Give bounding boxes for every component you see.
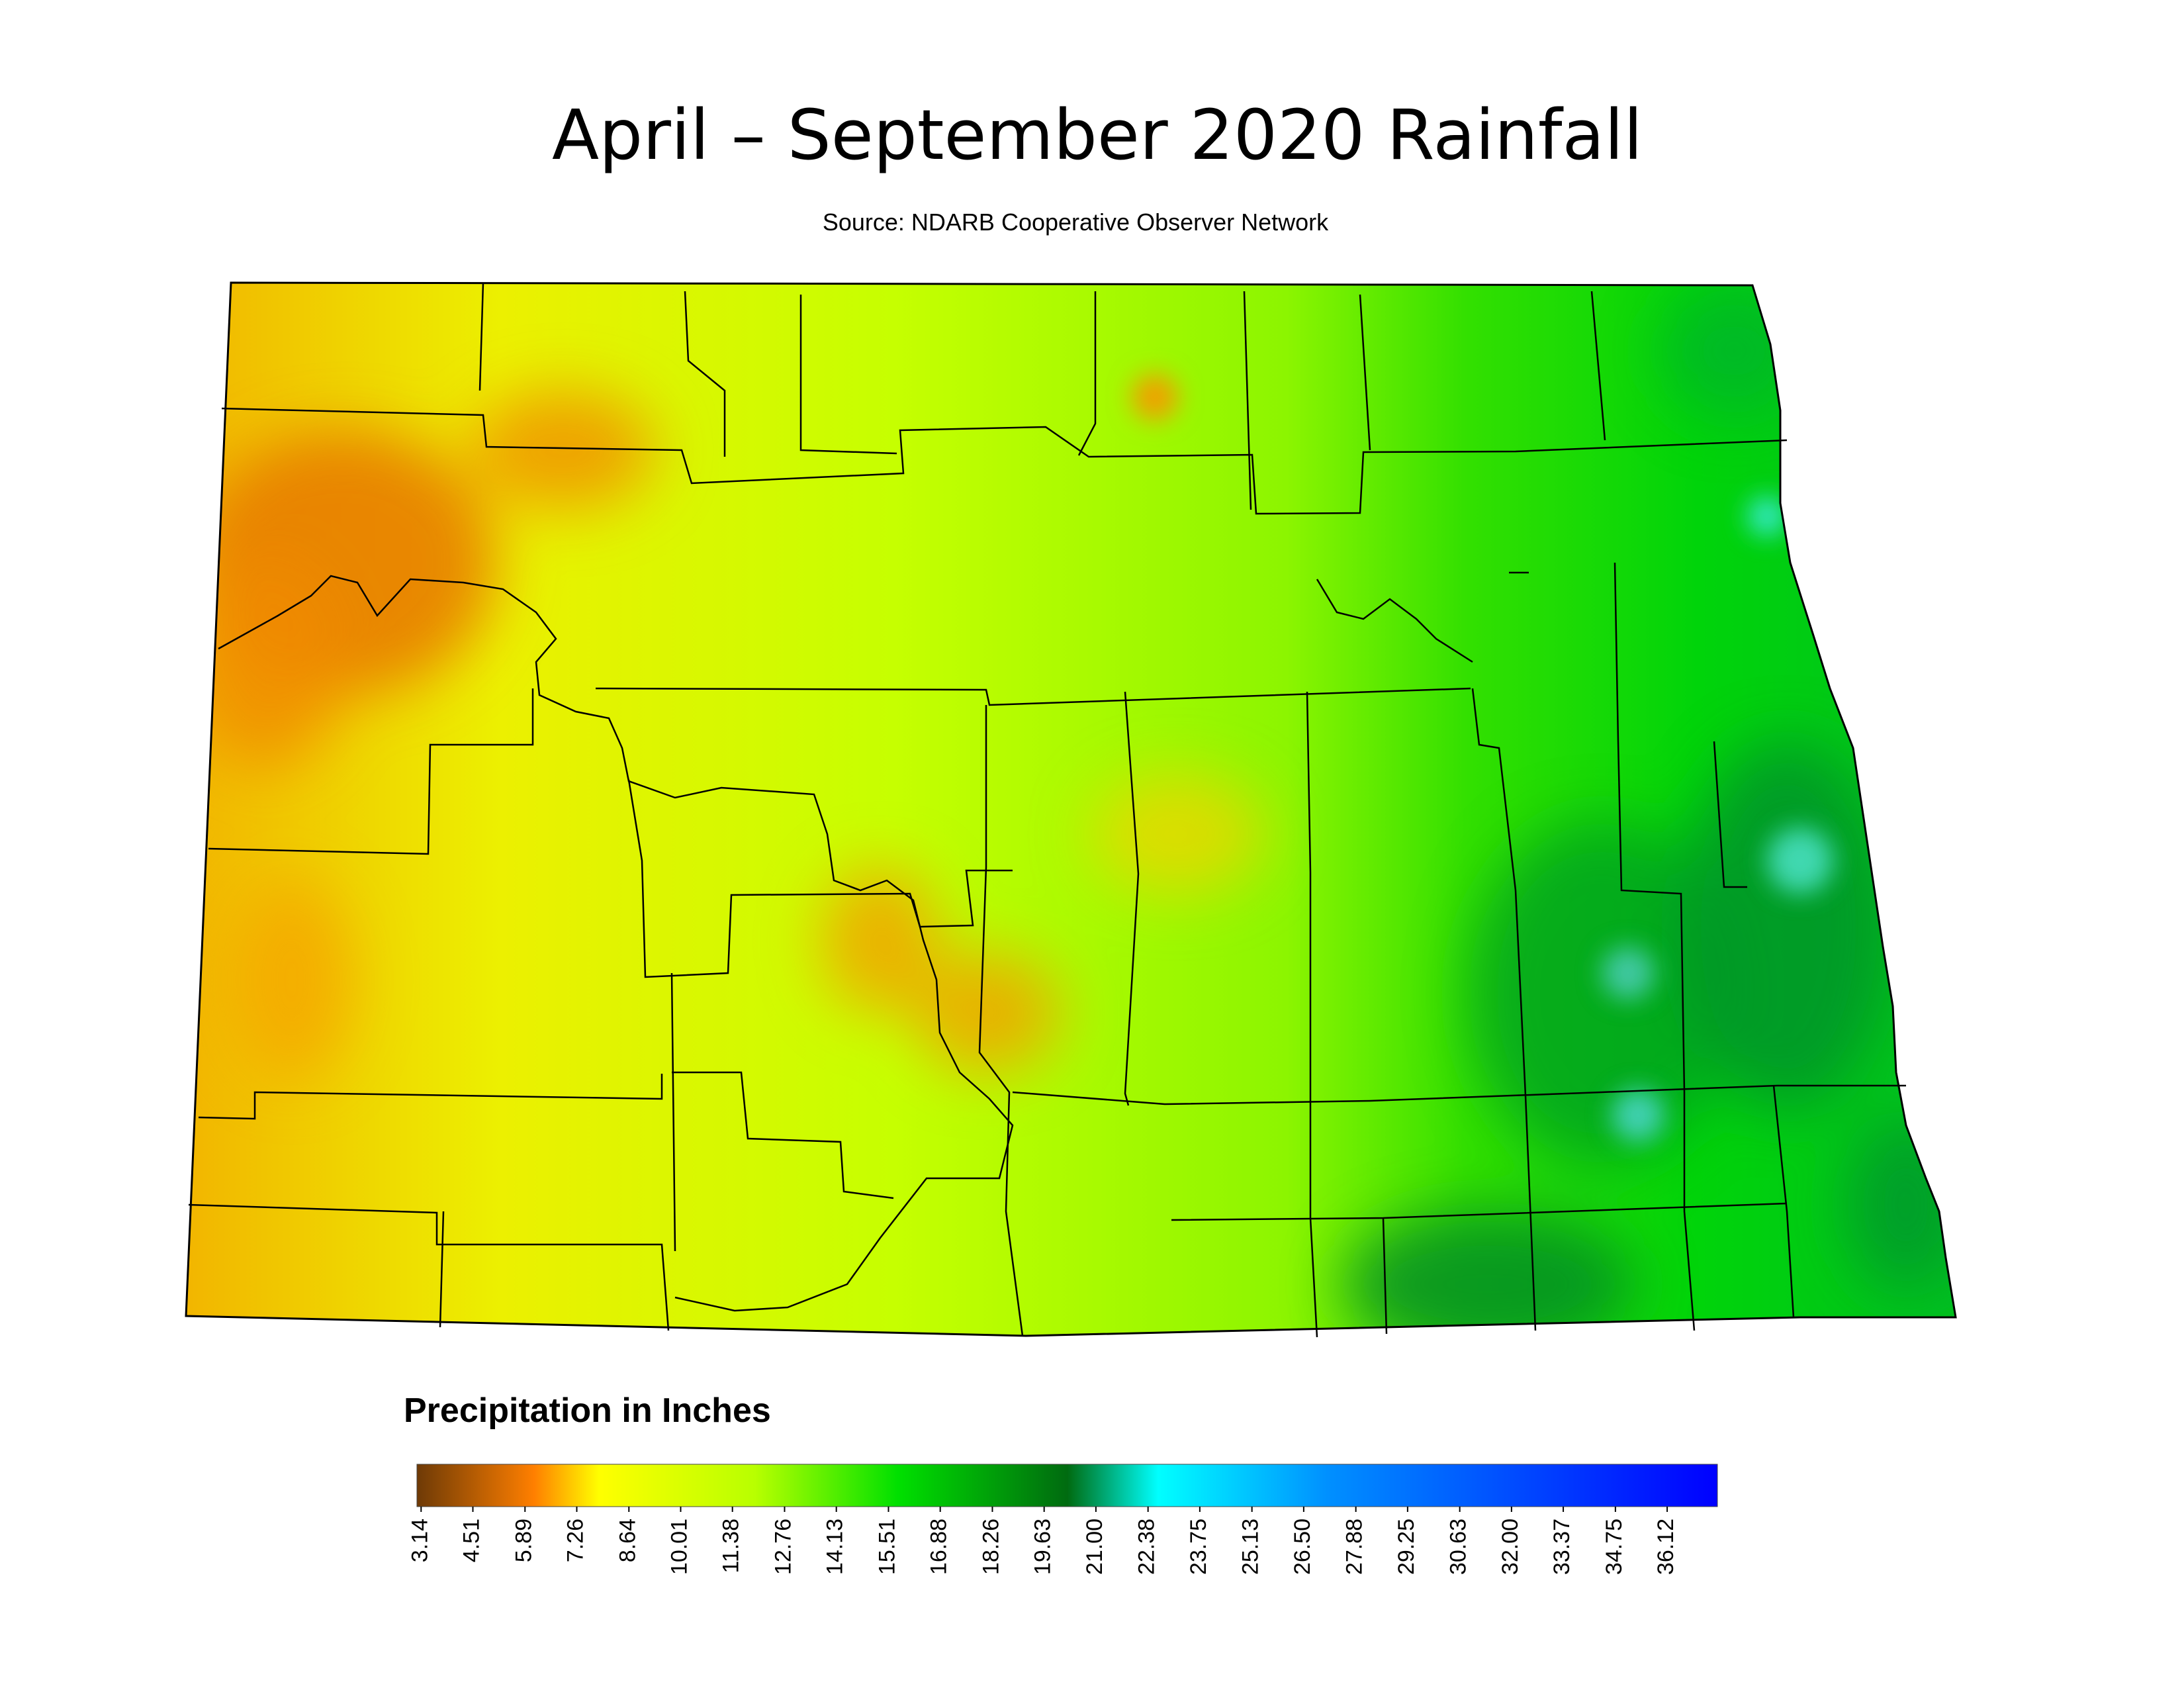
- legend-tick-label: 30.63: [1446, 1519, 1471, 1575]
- legend-tick-label: 16.88: [927, 1519, 952, 1575]
- map-subtitle: Source: NDARB Cooperative Observer Netwo…: [823, 209, 1329, 236]
- legend-tick-label: 34.75: [1602, 1519, 1627, 1575]
- legend-tick-label: 23.75: [1186, 1519, 1211, 1575]
- legend-tick-label: 19.63: [1030, 1519, 1056, 1575]
- state-map: [186, 283, 1956, 1336]
- legend-tick-label: 22.38: [1134, 1519, 1160, 1575]
- legend-tick-label: 12.76: [770, 1519, 796, 1575]
- legend-tick-label: 26.50: [1290, 1519, 1315, 1575]
- county-lines: [188, 282, 1906, 1338]
- legend-title: Precipitation in Inches: [404, 1391, 771, 1430]
- legend-tick-label: 10.01: [666, 1519, 692, 1575]
- legend-tick-label: 33.37: [1549, 1519, 1574, 1575]
- legend-tick-label: 21.00: [1082, 1519, 1107, 1575]
- legend-tick-label: 4.51: [459, 1519, 484, 1562]
- legend-tick-label: 27.88: [1342, 1519, 1367, 1575]
- legend-tick-label: 15.51: [874, 1519, 899, 1575]
- legend-tick-label: 18.26: [978, 1519, 1003, 1575]
- legend-tick-label: 36.12: [1653, 1519, 1678, 1575]
- legend-tick-label: 11.38: [719, 1519, 744, 1573]
- legend-tick-label: 8.64: [615, 1519, 640, 1562]
- legend-tick-label: 25.13: [1238, 1519, 1263, 1575]
- legend-tick-label: 29.25: [1394, 1519, 1419, 1575]
- legend-tick-label: 3.14: [407, 1519, 432, 1562]
- map-title: April – September 2020 Rainfall: [552, 95, 1643, 175]
- color-bar: [416, 1464, 1718, 1507]
- rainfall-peaks: [1132, 374, 1833, 1142]
- legend-tick-label: 32.00: [1498, 1519, 1523, 1575]
- legend-tick-label: 5.89: [511, 1519, 536, 1562]
- rainfall-surface: [186, 283, 1956, 1336]
- legend-tick-label: 7.26: [563, 1519, 588, 1562]
- color-legend: 3.14 4.51 5.89 7.26 8.64 10.01 11.38 12.76 14.13…: [407, 1464, 1718, 1575]
- legend-tick-label: 14.13: [823, 1519, 848, 1575]
